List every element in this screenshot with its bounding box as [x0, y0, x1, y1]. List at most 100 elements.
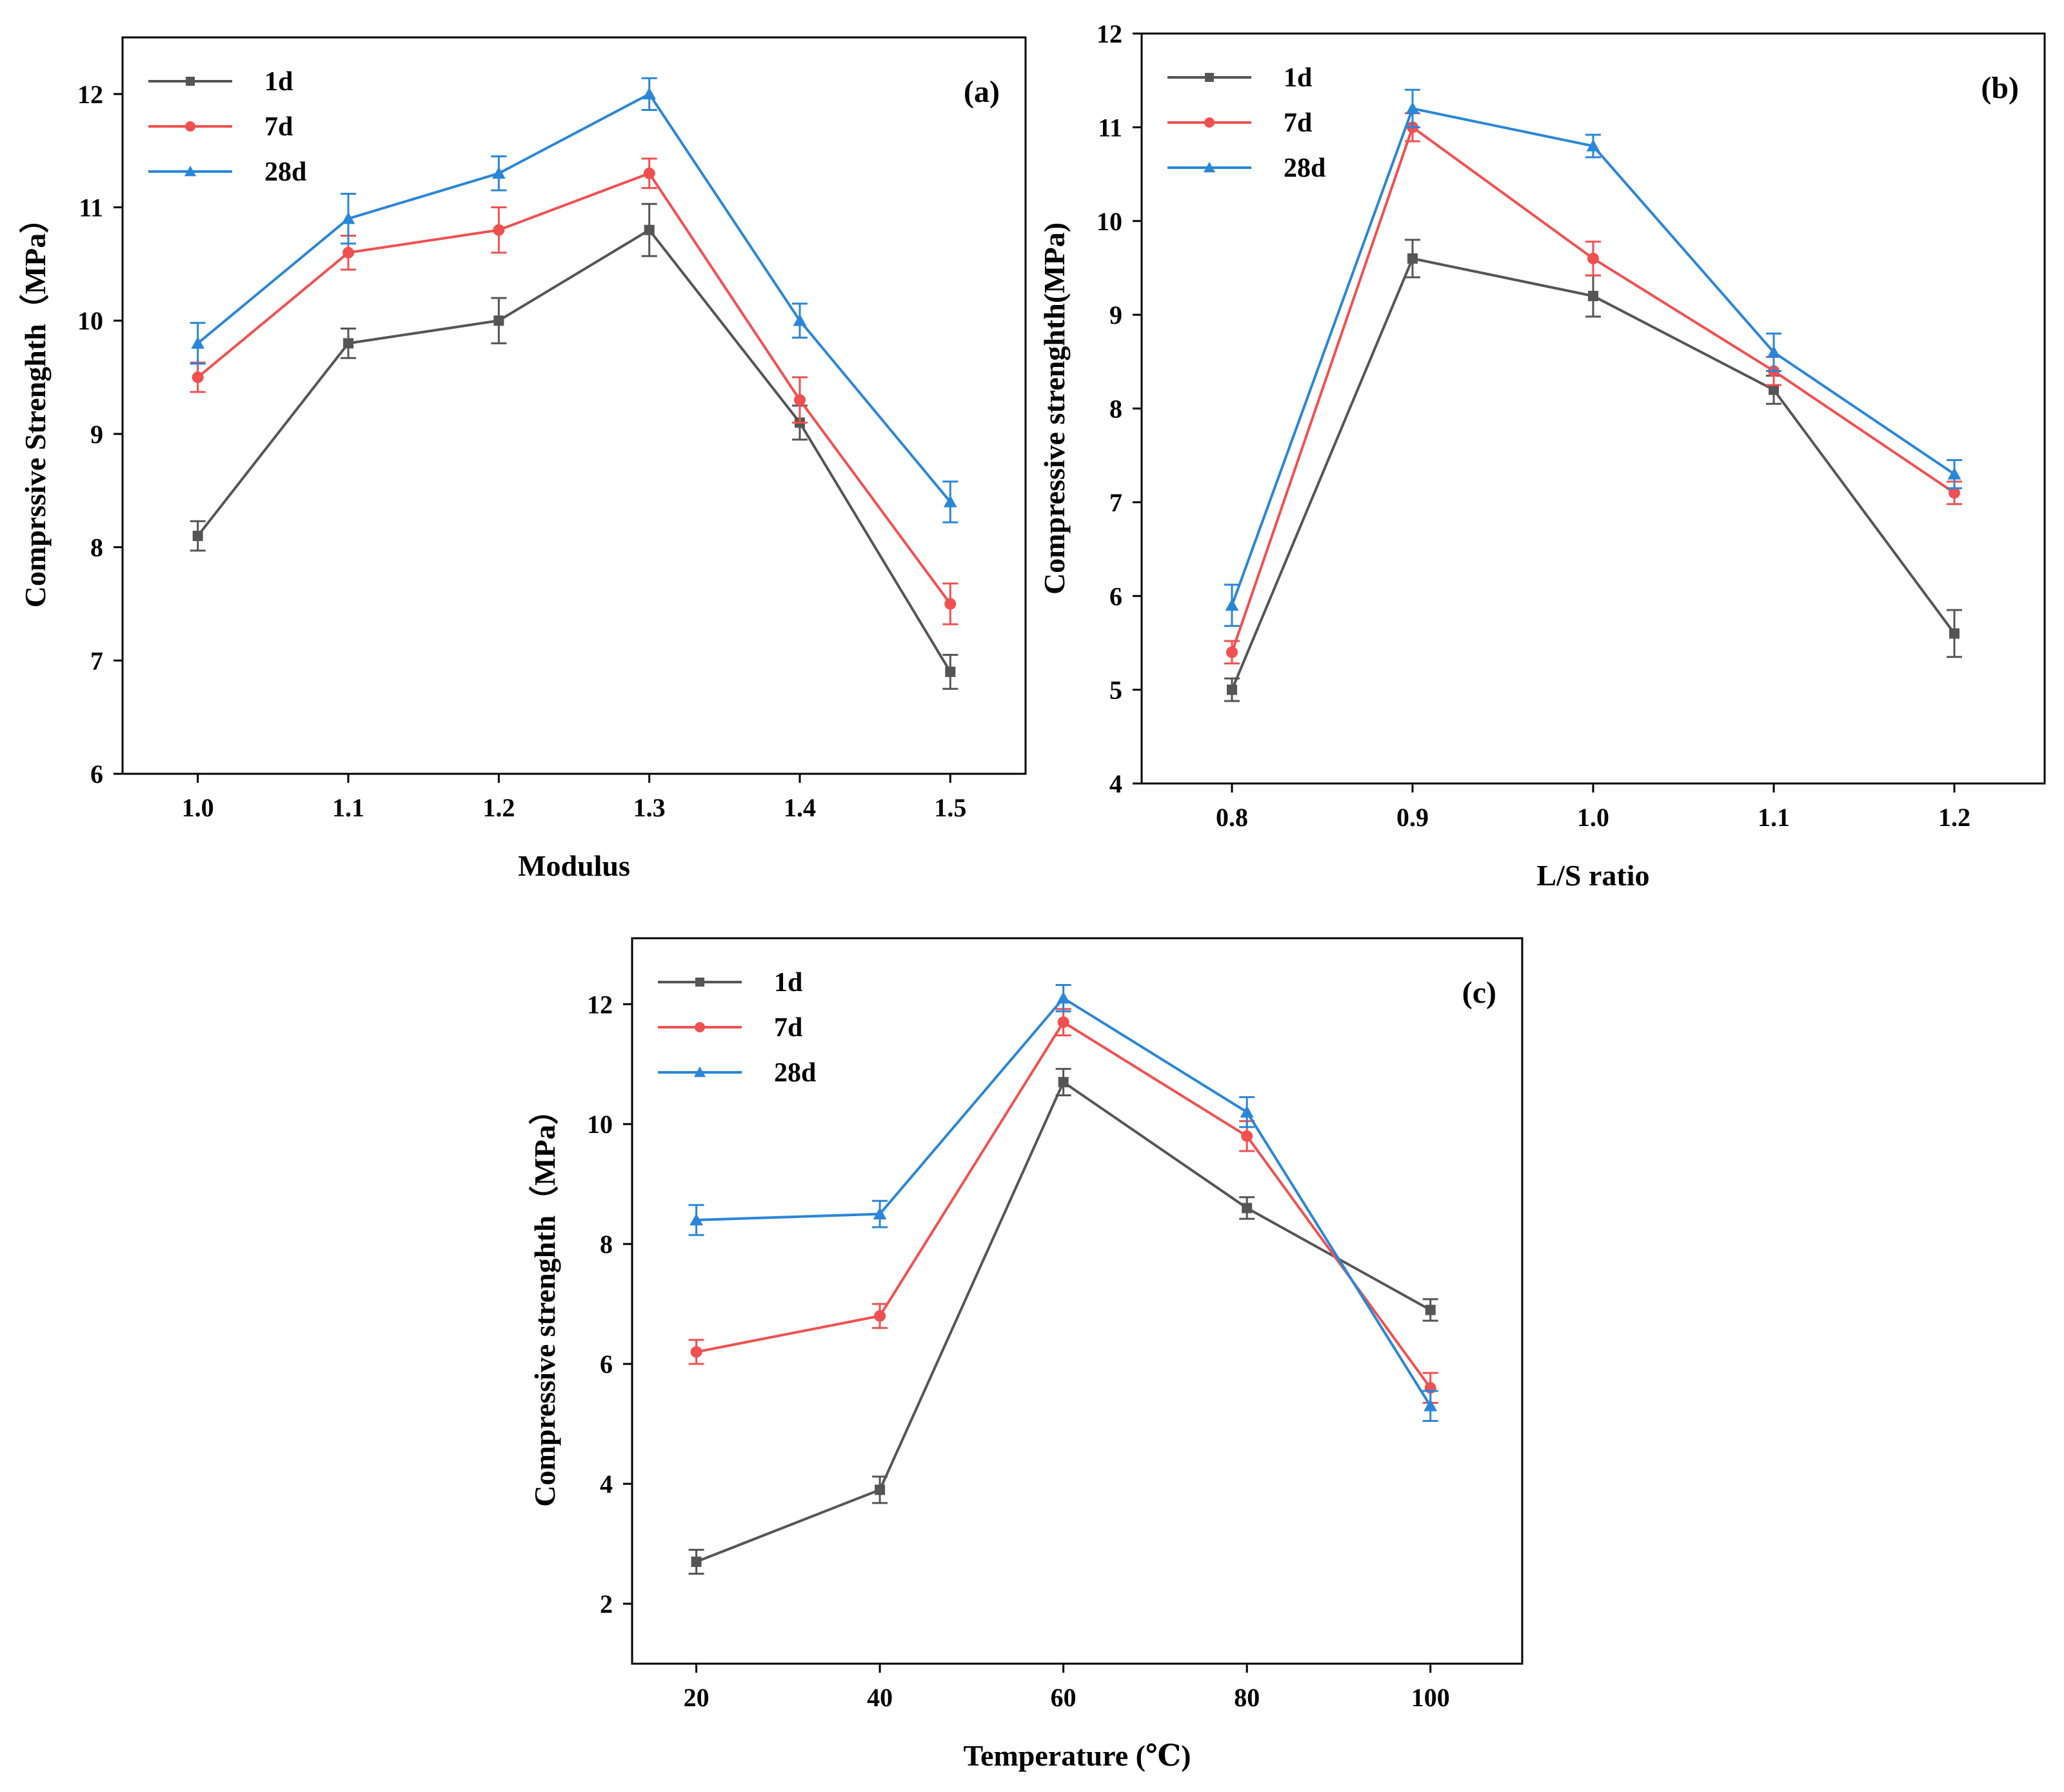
legend-marker-28d	[184, 165, 197, 177]
series-line-28d	[197, 92, 951, 503]
x-tick-label: 1.4	[784, 793, 816, 822]
y-tick-label: 6	[600, 1350, 613, 1379]
data-point	[341, 212, 355, 224]
series-line-1d	[197, 228, 952, 673]
series-28d	[1224, 88, 1962, 627]
data-point	[944, 598, 957, 610]
y-tick-label: 8	[1109, 395, 1122, 424]
y-tick-label: 7	[90, 646, 103, 675]
legend-label-7d: 7d	[1284, 108, 1312, 138]
data-point	[1226, 646, 1238, 658]
data-point	[1947, 467, 1961, 480]
data-point	[1058, 1077, 1069, 1088]
data-point	[1949, 628, 1960, 639]
legend-marker-7d	[1204, 117, 1215, 128]
y-tick-label: 11	[79, 193, 103, 222]
y-tick-label: 10	[77, 306, 103, 335]
plot-frame	[121, 36, 1027, 775]
data-point	[1227, 684, 1237, 695]
series-1d	[190, 202, 958, 690]
legend-label-1d: 1d	[1284, 63, 1312, 93]
data-point	[690, 1213, 703, 1226]
data-point	[945, 666, 956, 677]
data-point	[691, 1556, 702, 1567]
legend-label-7d: 7d	[264, 112, 293, 142]
legend-marker-7d	[185, 121, 195, 132]
y-tick-label: 4	[600, 1470, 613, 1499]
data-point	[491, 166, 506, 179]
x-tick-label: 100	[1411, 1683, 1450, 1712]
series-7d	[688, 1008, 1438, 1404]
x-axis-title: Modulus	[518, 849, 630, 882]
series-1d	[688, 1068, 1438, 1575]
y-tick-label: 8	[90, 533, 103, 562]
series-line-28d	[1231, 106, 1956, 606]
data-point	[1425, 1305, 1436, 1315]
legend-marker-1d	[1205, 73, 1214, 82]
data-point	[794, 394, 806, 406]
y-tick-label: 12	[1096, 19, 1122, 48]
data-point	[1057, 991, 1071, 1004]
data-point	[1405, 101, 1420, 114]
y-tick-label: 6	[1109, 582, 1122, 611]
data-point	[192, 371, 204, 384]
series-7d	[190, 157, 958, 625]
panel-label: (a)	[964, 75, 1000, 109]
series-line-7d	[1231, 125, 1956, 653]
y-tick-label: 12	[587, 990, 613, 1019]
y-tick-label: 5	[1109, 676, 1122, 705]
data-point	[943, 495, 957, 507]
chart-panel-b: 4 5 6 7 8 9 10 11 12 0.8 0.9 1.0 1.1 1.2 L/S ratio Comp…	[1038, 19, 2046, 892]
x-tick-label: 1.1	[332, 793, 364, 822]
x-tick-label: 1.2	[482, 793, 515, 822]
y-tick-label: 4	[1109, 769, 1122, 798]
y-tick-label: 9	[1109, 300, 1122, 330]
data-point	[873, 1207, 887, 1220]
data-point	[192, 531, 203, 542]
data-point	[342, 246, 354, 259]
series-line-7d	[197, 172, 951, 605]
y-tick-label: 2	[600, 1590, 613, 1619]
legend-marker-28d	[693, 1066, 706, 1078]
legend-label-1d: 1d	[264, 67, 293, 97]
x-tick-label: 60	[1051, 1683, 1077, 1712]
legend: 1d 7d 28d	[1167, 63, 1325, 183]
data-point	[642, 87, 657, 100]
x-tick-label: 1.3	[633, 793, 666, 822]
y-tick-label: 12	[77, 80, 103, 109]
x-tick-label: 1.2	[1938, 803, 1970, 832]
data-point	[493, 315, 504, 326]
series-28d	[688, 984, 1438, 1422]
x-tick-label: 80	[1234, 1683, 1260, 1712]
x-tick-label: 40	[867, 1683, 893, 1712]
y-tick-label: 10	[1096, 207, 1122, 236]
legend-label-7d: 7d	[774, 1013, 802, 1043]
y-axis-title: Compressive strenghth（MPa）	[528, 1095, 561, 1506]
series-1d	[1224, 239, 1962, 702]
y-tick-label: 11	[1098, 113, 1122, 142]
y-tick-label: 10	[587, 1110, 613, 1139]
y-axis-title: Compressive strenghth(MPa)	[1038, 222, 1071, 595]
data-point	[1242, 1203, 1253, 1214]
x-axis-title: L/S ratio	[1536, 859, 1649, 892]
data-point	[343, 338, 353, 349]
data-point	[1225, 598, 1239, 611]
data-point	[1588, 291, 1598, 302]
legend-marker-7d	[695, 1022, 705, 1032]
x-tick-label: 0.9	[1396, 803, 1429, 832]
data-point	[1769, 384, 1779, 395]
chart-panel-c: 2 4 6 8 10 12 20 40 60 80 100 Temperature (℃) Compre…	[528, 937, 1523, 1772]
x-tick-label: 1.1	[1758, 803, 1790, 832]
x-axis-title: Temperature (℃)	[964, 1739, 1191, 1772]
legend-label-28d: 28d	[264, 157, 306, 187]
chart-panel-a: 6 7 8 9 10 11 12 1.0 1.1 1.2 1.3 1.4 1.5 Modulus Compr…	[19, 36, 1027, 882]
legend-marker-28d	[1203, 161, 1216, 173]
data-point	[874, 1310, 886, 1322]
legend-label-28d: 28d	[1284, 153, 1325, 183]
data-point	[1240, 1105, 1254, 1118]
data-point	[643, 167, 655, 179]
y-tick-label: 6	[90, 760, 103, 789]
y-axis-title: Comprssive Strenghth（MPa）	[19, 204, 52, 608]
y-tick-label: 9	[90, 420, 103, 449]
